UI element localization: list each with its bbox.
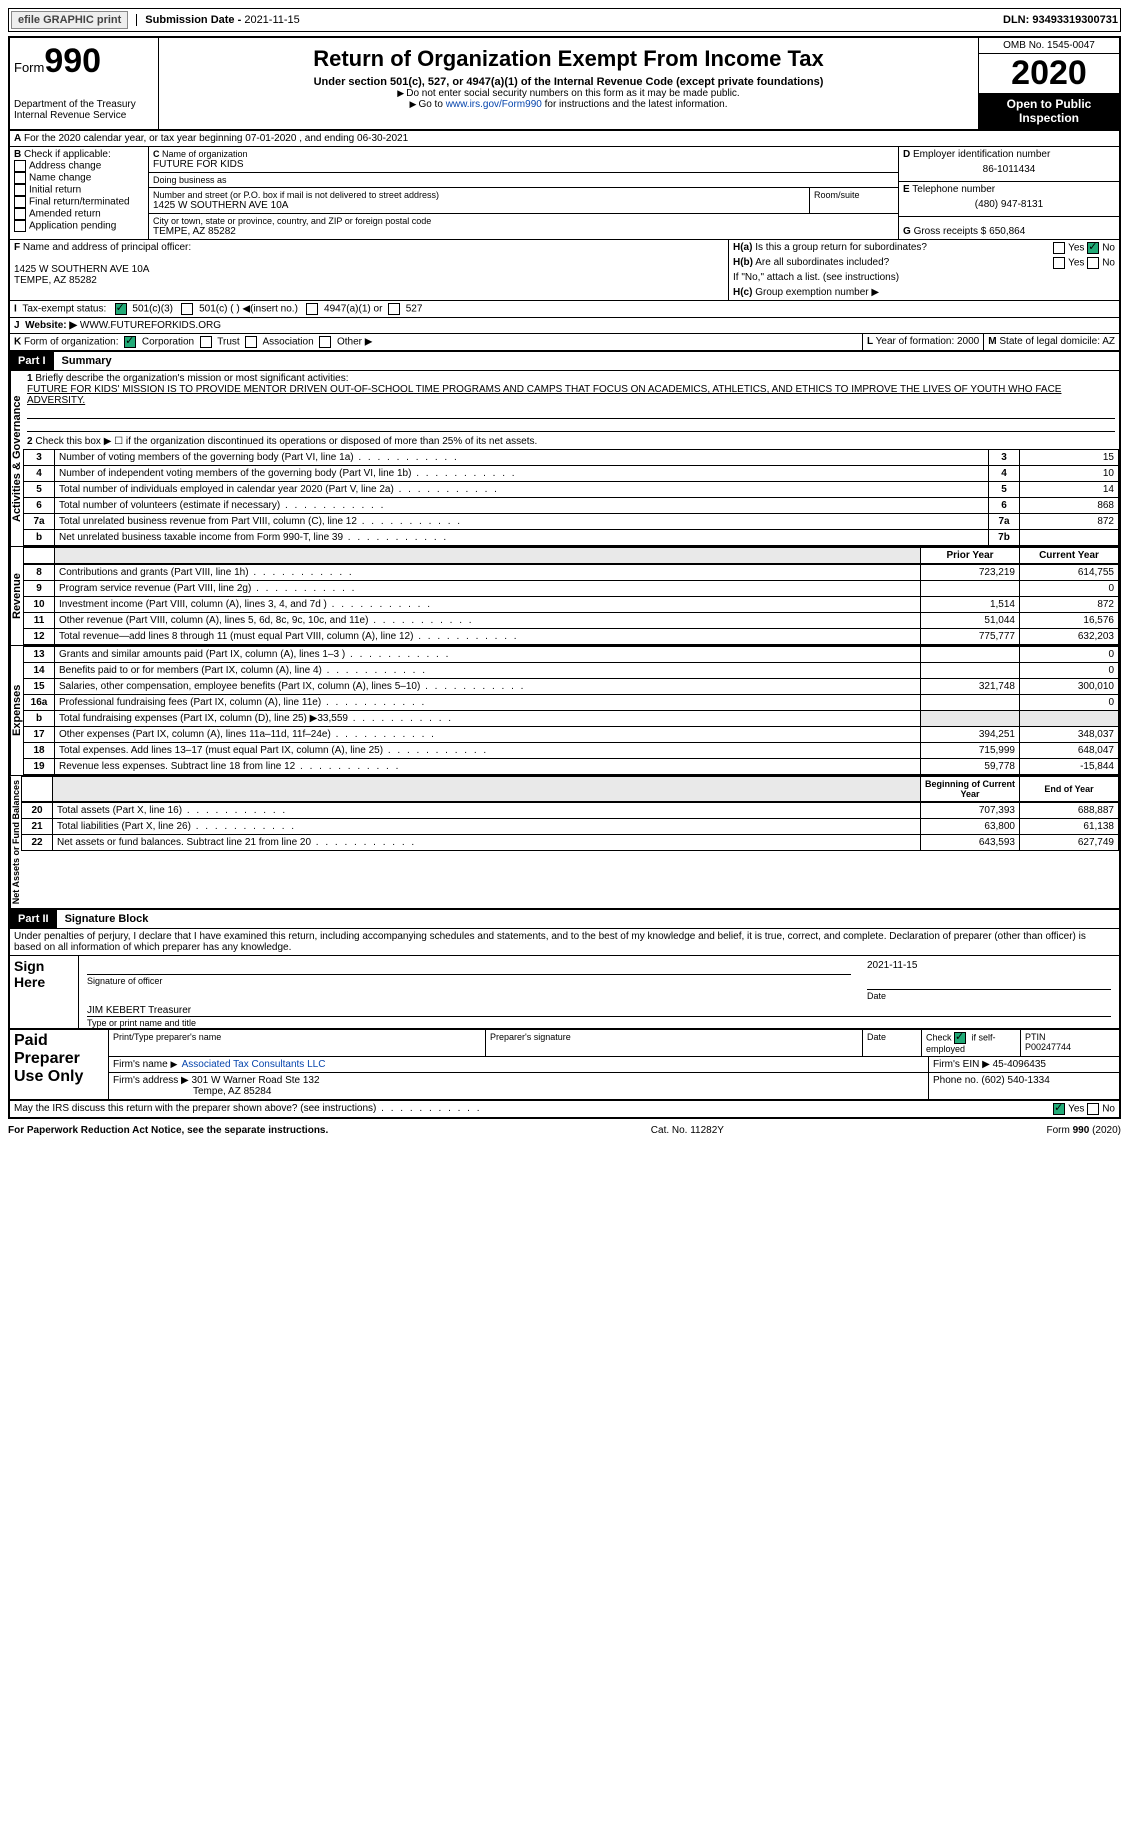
ein: 86-1011434 (903, 160, 1115, 179)
table-row: 5Total number of individuals employed in… (24, 482, 1119, 498)
firm-ein: 45-4096435 (993, 1059, 1046, 1070)
part-2-header: Part II (10, 910, 57, 928)
form-word: Form (14, 60, 44, 75)
firm-address: 301 W Warner Road Ste 132 (192, 1075, 320, 1086)
officer-signature-line[interactable]: Signature of officer (87, 974, 851, 986)
table-row: 7aTotal unrelated business revenue from … (24, 514, 1119, 530)
table-row: bNet unrelated business taxable income f… (24, 530, 1119, 546)
sign-here-label: Sign Here (10, 956, 79, 1028)
table-row: 13Grants and similar amounts paid (Part … (24, 647, 1119, 663)
revenue-label: Revenue (10, 547, 23, 645)
dln: DLN: 93493319300731 (1003, 14, 1118, 26)
subtitle-2: Do not enter social security numbers on … (163, 88, 974, 99)
mission-label: Briefly describe the organization's miss… (35, 373, 348, 384)
entity-block: B Check if applicable: Address changeNam… (8, 147, 1121, 240)
form-of-org: K Form of organization: Corporation Trus… (10, 334, 862, 350)
section-f: F Name and address of principal officer:… (10, 240, 729, 300)
part-2-title: Signature Block (57, 910, 157, 928)
table-row: 6Total number of volunteers (estimate if… (24, 498, 1119, 514)
room-suite: Room/suite (809, 188, 898, 213)
part-1-title: Summary (54, 352, 120, 370)
phone: (480) 947-8131 (903, 195, 1115, 214)
paperwork-notice: For Paperwork Reduction Act Notice, see … (8, 1125, 328, 1136)
mission-text: FUTURE FOR KIDS' MISSION IS TO PROVIDE M… (27, 384, 1061, 406)
checkbox-name-change[interactable]: Name change (14, 172, 144, 184)
table-row: 8Contributions and grants (Part VIII, li… (24, 565, 1119, 581)
prior-year-hdr: Prior Year (921, 548, 1020, 564)
self-employed-check[interactable]: Check if self-employed (922, 1030, 1021, 1056)
table-row: 9Program service revenue (Part VIII, lin… (24, 581, 1119, 597)
table-row: 4Number of independent voting members of… (24, 466, 1119, 482)
form-title: Return of Organization Exempt From Incom… (163, 46, 974, 72)
irs-link[interactable]: www.irs.gov/Form990 (446, 99, 542, 110)
table-row: 11Other revenue (Part VIII, column (A), … (24, 613, 1119, 629)
website-line: J Website: ▶ WWW.FUTUREFORKIDS.ORG (10, 318, 225, 333)
street-address: 1425 W SOUTHERN AVE 10A (153, 200, 288, 211)
part-1-header: Part I (10, 352, 54, 370)
org-name: FUTURE FOR KIDS (153, 159, 244, 170)
year-formation: L Year of formation: 2000 (862, 334, 983, 350)
section-b: B Check if applicable: Address changeNam… (10, 147, 149, 239)
line-a: A For the 2020 calendar year, or tax yea… (8, 131, 1121, 147)
net-assets-label: Net Assets or Fund Balances (10, 776, 21, 908)
subtitle-3: Go to www.irs.gov/Form990 for instructio… (163, 99, 974, 110)
paid-preparer-label: Paid Preparer Use Only (10, 1030, 109, 1099)
table-row: 14Benefits paid to or for members (Part … (24, 663, 1119, 679)
begin-year-hdr: Beginning of Current Year (921, 777, 1020, 802)
form-footer: Form 990 (2020) (1047, 1125, 1121, 1136)
checkbox-application-pending[interactable]: Application pending (14, 220, 144, 232)
perjury-declaration: Under penalties of perjury, I declare th… (10, 929, 1119, 955)
firm-phone: (602) 540-1334 (981, 1075, 1049, 1086)
table-row: 10Investment income (Part VIII, column (… (24, 597, 1119, 613)
discuss-question: May the IRS discuss this return with the… (10, 1101, 1049, 1117)
table-row: 15Salaries, other compensation, employee… (24, 679, 1119, 695)
table-row: 22Net assets or fund balances. Subtract … (22, 835, 1119, 851)
preparer-name-hdr: Print/Type preparer's name (109, 1030, 486, 1056)
gross-receipts: 650,864 (989, 226, 1025, 237)
table-row: 16aProfessional fundraising fees (Part I… (24, 695, 1119, 711)
line-2: Check this box ▶ ☐ if the organization d… (35, 436, 537, 447)
governance-label: Activities & Governance (10, 371, 23, 546)
preparer-date-hdr: Date (863, 1030, 922, 1056)
table-row: 19Revenue less expenses. Subtract line 1… (24, 759, 1119, 775)
form-header: Form990 Department of the Treasury Inter… (8, 36, 1121, 131)
table-row: 20Total assets (Part X, line 16)707,3936… (22, 803, 1119, 819)
cat-no: Cat. No. 11282Y (651, 1125, 724, 1136)
form-number: 990 (44, 42, 101, 80)
officer-name: JIM KEBERT Treasurer (79, 1001, 1119, 1016)
open-inspection: Open to PublicInspection (979, 93, 1119, 129)
ptin: P00247744 (1025, 1042, 1071, 1052)
top-bar: efile GRAPHIC print Submission Date - 20… (8, 8, 1121, 32)
irs-label: Internal Revenue Service (14, 110, 154, 121)
firm-name[interactable]: Associated Tax Consultants LLC (182, 1059, 326, 1070)
dba: Doing business as (149, 173, 898, 188)
table-row: 17Other expenses (Part IX, column (A), l… (24, 727, 1119, 743)
city-state-zip: TEMPE, AZ 85282 (153, 226, 236, 237)
efile-print-button[interactable]: efile GRAPHIC print (11, 11, 128, 29)
tax-exempt-status: I Tax-exempt status: 501(c)(3) 501(c) ( … (10, 301, 426, 317)
section-h: H(a) Is this a group return for subordin… (729, 240, 1119, 300)
table-row: 21Total liabilities (Part X, line 26)63,… (22, 819, 1119, 835)
current-year-hdr: Current Year (1020, 548, 1119, 564)
table-row: bTotal fundraising expenses (Part IX, co… (24, 711, 1119, 727)
dept-treasury: Department of the Treasury (14, 99, 154, 110)
website-url[interactable]: WWW.FUTUREFORKIDS.ORG (80, 320, 221, 331)
preparer-sig-hdr: Preparer's signature (486, 1030, 863, 1056)
expenses-label: Expenses (10, 646, 23, 775)
end-year-hdr: End of Year (1020, 777, 1119, 802)
state-domicile: M State of legal domicile: AZ (983, 334, 1119, 350)
subtitle-1: Under section 501(c), 527, or 4947(a)(1)… (163, 76, 974, 88)
table-row: 3Number of voting members of the governi… (24, 450, 1119, 466)
checkbox-address-change[interactable]: Address change (14, 160, 144, 172)
submission-date: Submission Date - 2021-11-15 (136, 14, 299, 26)
omb-number: OMB No. 1545-0047 (979, 38, 1119, 54)
checkbox-initial-return[interactable]: Initial return (14, 184, 144, 196)
tax-year: 2020 (979, 54, 1119, 93)
table-row: 18Total expenses. Add lines 13–17 (must … (24, 743, 1119, 759)
sign-date: 2021-11-15 (859, 956, 1119, 971)
table-row: 12Total revenue—add lines 8 through 11 (… (24, 629, 1119, 645)
checkbox-final-return-terminated[interactable]: Final return/terminated (14, 196, 144, 208)
checkbox-amended-return[interactable]: Amended return (14, 208, 144, 220)
